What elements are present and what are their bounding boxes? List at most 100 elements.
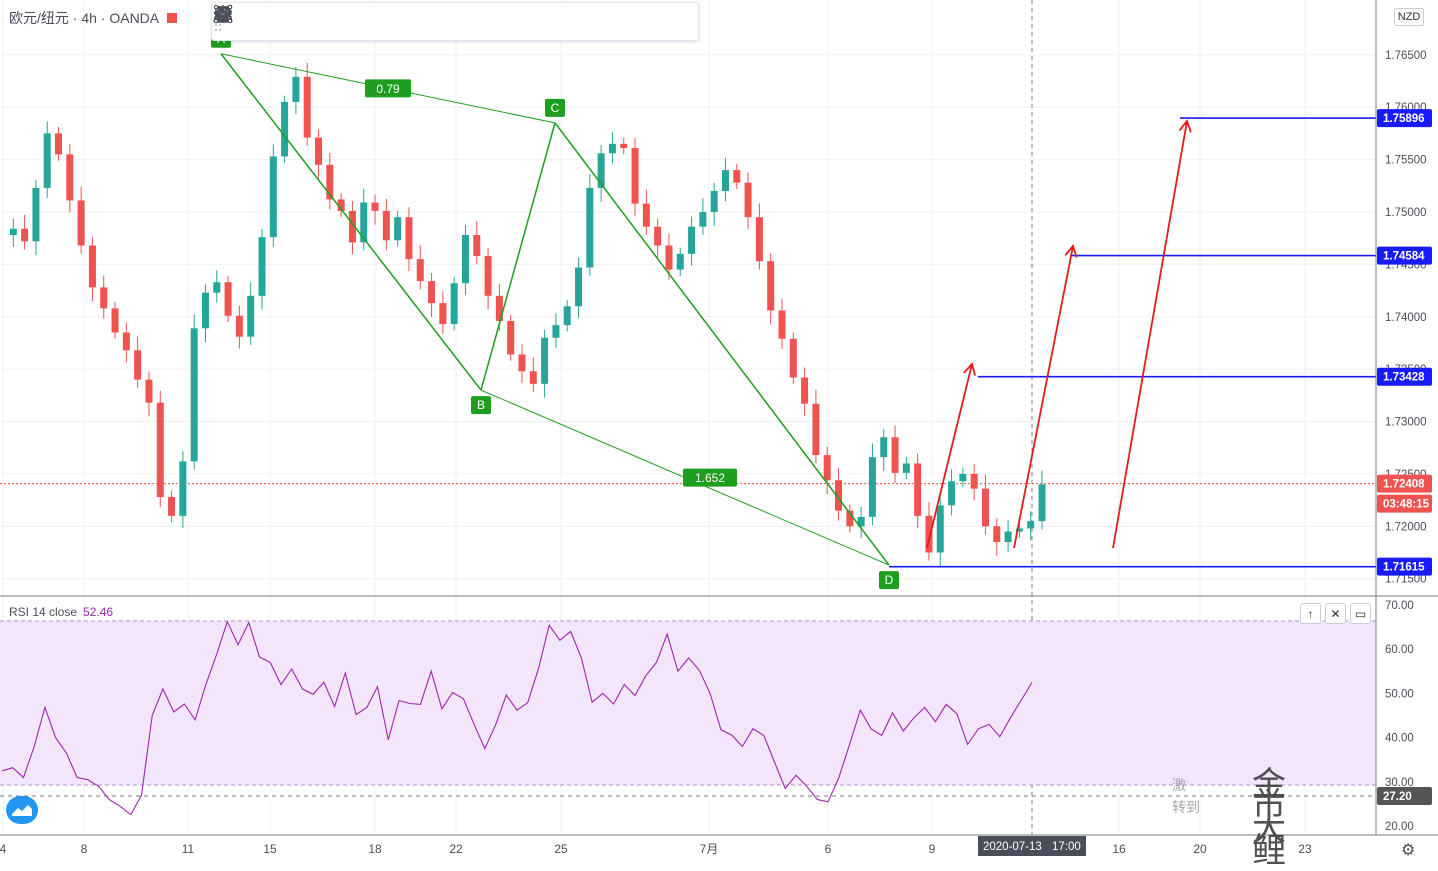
candle-body bbox=[552, 325, 560, 338]
watermark-line2: 转到 bbox=[1172, 799, 1200, 815]
maximize-pane-icon[interactable]: ▭ bbox=[1350, 603, 1371, 624]
candle-body bbox=[1027, 521, 1035, 529]
pattern-leg bbox=[554, 122, 890, 566]
target-arrow bbox=[1013, 245, 1074, 549]
settings-gear-icon[interactable]: ⚙ bbox=[1401, 840, 1415, 859]
target-price-label: 1.73428 bbox=[1383, 372, 1425, 384]
candle-body bbox=[541, 337, 549, 384]
currency-badge[interactable]: NZD bbox=[1394, 8, 1424, 26]
candle-body bbox=[88, 245, 96, 288]
candle-body bbox=[586, 187, 594, 268]
pattern-point-badge bbox=[879, 571, 899, 590]
candle-body bbox=[201, 292, 209, 329]
candle-body bbox=[382, 210, 390, 241]
symbol-legend[interactable]: 欧元/纽元 · 4h · OANDA bbox=[9, 8, 178, 28]
flag-icon[interactable] bbox=[167, 13, 178, 23]
candle-body bbox=[812, 403, 820, 456]
rsi-y-tick-label: 20.00 bbox=[1385, 821, 1414, 833]
rsi-cursor-label-bg bbox=[1377, 787, 1432, 805]
y-tick-label: 1.74000 bbox=[1385, 312, 1427, 324]
candle-body bbox=[733, 170, 741, 183]
countdown-label: 03:48:15 bbox=[1383, 499, 1430, 511]
target-price-label-bg bbox=[1377, 557, 1432, 576]
candle-body bbox=[337, 199, 345, 211]
x-tick-label: 15 bbox=[263, 842, 277, 856]
candle-body bbox=[348, 210, 356, 243]
target-price-label-bg bbox=[1377, 367, 1432, 386]
pane-controls: ↑ ✕ ▭ bbox=[1300, 603, 1371, 624]
target-arrowhead bbox=[1064, 244, 1078, 258]
abcd-pattern-icon[interactable] bbox=[214, 3, 380, 40]
candle-body bbox=[665, 245, 673, 270]
x-tick-label: 25 bbox=[554, 842, 568, 856]
symbol-title: 欧元/纽元 · 4h · OANDA bbox=[9, 10, 160, 26]
rsi-legend-value: 52.46 bbox=[83, 605, 114, 619]
text-icon[interactable] bbox=[217, 3, 691, 40]
candle-body bbox=[450, 283, 458, 325]
candle-body bbox=[303, 76, 311, 138]
candle-body bbox=[394, 217, 402, 241]
rsi-legend-label: RSI 14 close bbox=[9, 605, 78, 619]
elliott-wave-icon[interactable] bbox=[213, 3, 535, 40]
target-price-label-bg bbox=[1377, 246, 1432, 265]
candle-body bbox=[145, 379, 153, 403]
rsi-y-tick-label: 30.00 bbox=[1385, 777, 1414, 789]
rsi-legend[interactable]: RSI 14 close 52.46 bbox=[9, 605, 113, 619]
tradingview-logo-icon[interactable] bbox=[6, 796, 38, 824]
rectangle-icon[interactable] bbox=[213, 3, 652, 40]
candle-body bbox=[371, 202, 379, 211]
candle-body bbox=[676, 253, 684, 270]
rsi-y-tick-label: 40.00 bbox=[1385, 733, 1414, 745]
candle-body bbox=[156, 402, 164, 497]
candle-body bbox=[936, 505, 944, 553]
candle-body bbox=[914, 463, 922, 516]
candle-body bbox=[1004, 531, 1012, 543]
candle-body bbox=[993, 526, 1001, 543]
candle-body bbox=[801, 377, 809, 404]
candle-body bbox=[134, 350, 142, 380]
y-tick-label: 1.76500 bbox=[1385, 50, 1427, 62]
y-tick-label: 1.75000 bbox=[1385, 207, 1427, 219]
candle-body bbox=[778, 310, 786, 339]
y-tick-label: 1.75500 bbox=[1385, 155, 1427, 167]
candle-body bbox=[55, 133, 63, 155]
trend-line-icon[interactable] bbox=[213, 3, 574, 40]
close-pane-icon[interactable]: ✕ bbox=[1325, 603, 1346, 624]
countdown-label-bg bbox=[1377, 494, 1432, 513]
candle-body bbox=[563, 306, 571, 326]
head-shoulders-icon[interactable] bbox=[213, 3, 341, 40]
candle-body bbox=[428, 281, 436, 304]
candle-body bbox=[43, 133, 51, 188]
candles bbox=[9, 62, 1046, 567]
candle-body bbox=[405, 217, 413, 260]
candle-body bbox=[620, 143, 628, 149]
horizontal-line-icon[interactable] bbox=[214, 3, 613, 40]
target-arrowhead bbox=[1178, 119, 1192, 133]
move-pane-up-icon[interactable]: ↑ bbox=[1300, 603, 1321, 624]
candle-body bbox=[258, 237, 266, 296]
vertical-line-icon[interactable] bbox=[220, 3, 419, 40]
target-price-label: 1.71615 bbox=[1383, 562, 1425, 574]
candle-body bbox=[66, 154, 74, 201]
candle-body bbox=[925, 515, 933, 553]
candle-body bbox=[981, 488, 989, 527]
candle-body bbox=[1015, 528, 1023, 532]
pattern-ratio-badge bbox=[365, 79, 411, 98]
cypher-pattern-icon[interactable] bbox=[214, 3, 302, 40]
candle-body bbox=[575, 267, 583, 307]
three-drives-icon[interactable] bbox=[213, 3, 496, 40]
price-labels: 1.75896 1.74584 1.73428 1.71615 1.72408 03:48… bbox=[978, 109, 1432, 859]
current-price-label-bg bbox=[1377, 474, 1432, 493]
candle-body bbox=[755, 217, 763, 262]
candle-body bbox=[642, 203, 650, 227]
candle-body bbox=[948, 481, 956, 506]
candle-body bbox=[1038, 484, 1046, 522]
x-tick-label: 9 bbox=[929, 842, 936, 856]
triangle-pattern-icon[interactable] bbox=[215, 3, 457, 40]
candle-body bbox=[315, 137, 323, 165]
target-price-label: 1.74584 bbox=[1383, 251, 1425, 263]
pattern-point-badge bbox=[545, 98, 565, 117]
candle-body bbox=[744, 182, 752, 218]
x-tick-label: 11 bbox=[182, 842, 195, 856]
